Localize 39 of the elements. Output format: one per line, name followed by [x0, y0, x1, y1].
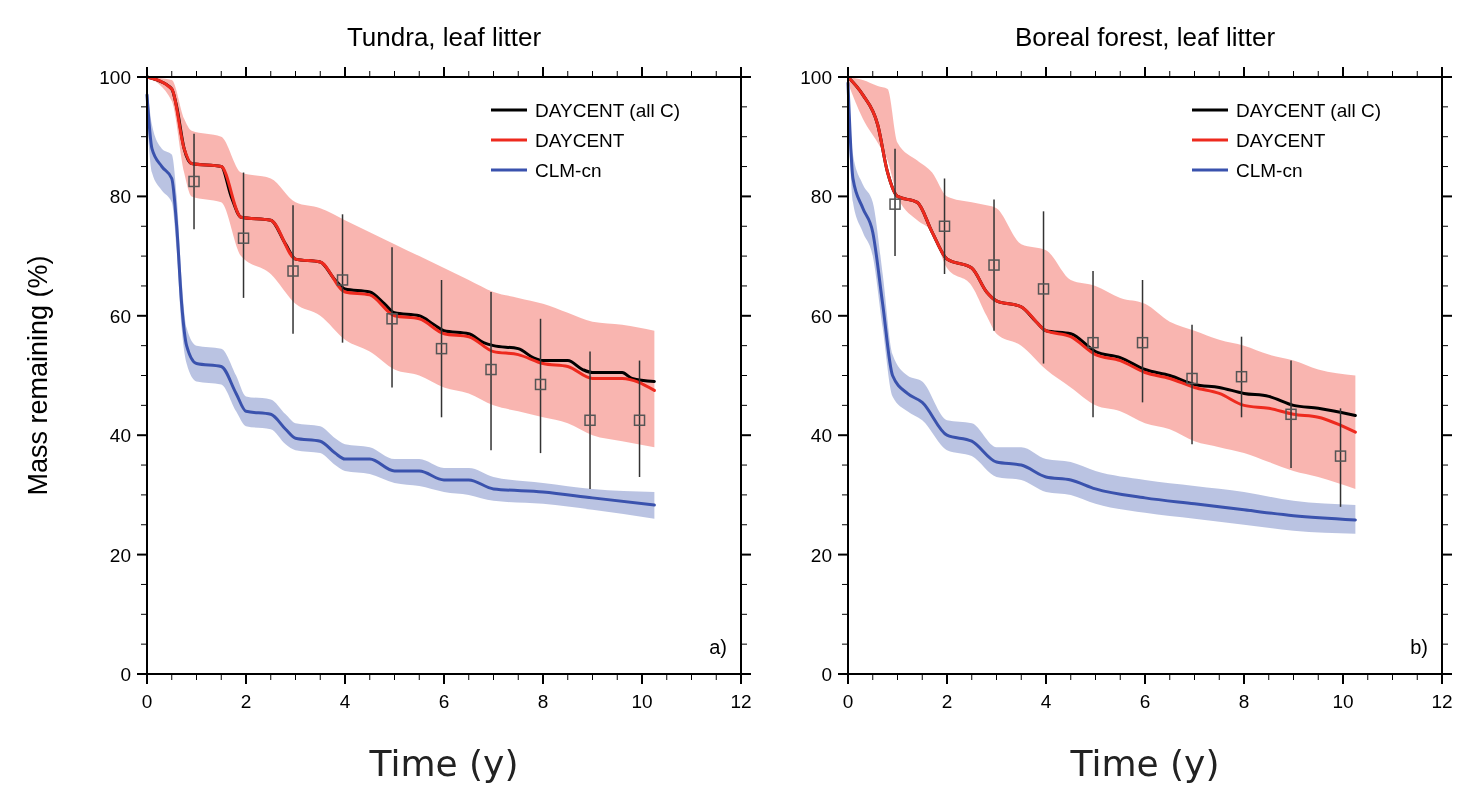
legend-label: CLM-cn — [1236, 160, 1303, 181]
x-tick-label: 10 — [1332, 691, 1354, 712]
chart-title: Boreal forest, leaf litter — [1014, 22, 1276, 52]
x-tick-label: 4 — [339, 691, 351, 712]
legend-label: DAYCENT (all C) — [535, 100, 680, 121]
y-tick-label: 20 — [109, 544, 131, 566]
y-tick-label: 0 — [120, 664, 131, 685]
x-axis-title: Time (y) — [1069, 743, 1220, 784]
y-tick-label: 60 — [810, 305, 832, 327]
legend-label: CLM-cn — [535, 160, 602, 181]
legend-label: DAYCENT — [1236, 130, 1326, 151]
y-tick-label: 80 — [109, 186, 131, 208]
x-tick-label: 2 — [240, 691, 252, 712]
x-tick-label: 0 — [842, 691, 854, 712]
x-tick-label: 12 — [1431, 691, 1453, 712]
y-tick-label: 20 — [810, 544, 832, 566]
x-tick-label: 6 — [1139, 691, 1151, 712]
y-tick-label: 40 — [109, 425, 131, 447]
x-tick-label: 8 — [537, 691, 549, 712]
x-tick-label: 12 — [730, 691, 752, 712]
legend-label: DAYCENT — [535, 130, 625, 151]
x-tick-label: 6 — [438, 691, 450, 712]
x-tick-label: 2 — [941, 691, 953, 712]
chart-title: Tundra, leaf litter — [346, 22, 542, 52]
y-tick-label: 0 — [821, 664, 832, 685]
annotation: a) — [709, 636, 727, 658]
x-axis-title: Time (y) — [368, 743, 519, 784]
y-tick-label: 40 — [810, 425, 832, 447]
y-axis-title: Mass remaining (%) — [23, 255, 53, 496]
x-tick-label: 10 — [631, 691, 653, 712]
annotation: b) — [1410, 636, 1428, 658]
y-tick-label: 100 — [99, 67, 131, 88]
legend-label: DAYCENT (all C) — [1236, 100, 1381, 121]
y-tick-label: 60 — [109, 305, 131, 327]
y-tick-label: 100 — [800, 67, 832, 88]
x-tick-label: 4 — [1040, 691, 1052, 712]
x-tick-label: 0 — [141, 691, 153, 712]
x-tick-label: 8 — [1238, 691, 1250, 712]
y-tick-label: 80 — [810, 186, 832, 208]
